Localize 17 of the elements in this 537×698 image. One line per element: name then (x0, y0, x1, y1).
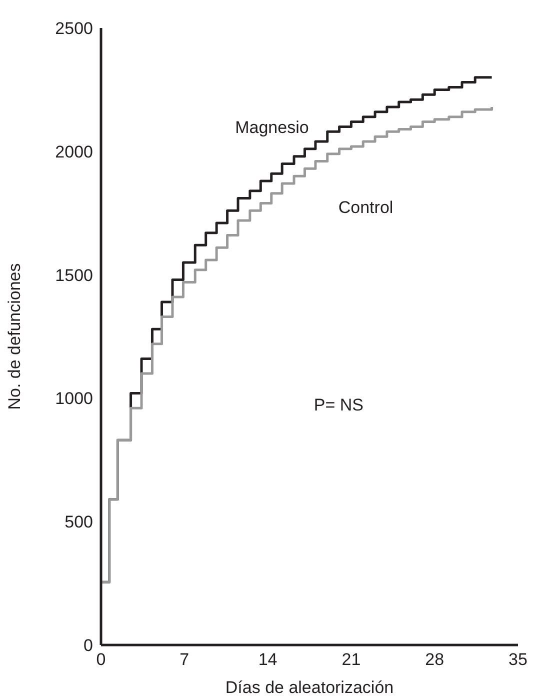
y-tick-label: 0 (84, 636, 93, 656)
x-tick-label: 35 (508, 650, 528, 670)
x-tick-label: 7 (180, 650, 190, 670)
text: Control (338, 198, 394, 218)
y-axis-title: No. de defunciones (5, 263, 24, 410)
x-axis-title: Días de aleatorización (225, 678, 394, 697)
series-label: Magnesio (235, 118, 309, 137)
y-tick-label: 2500 (55, 19, 93, 38)
y-tick-label: 500 (64, 512, 93, 532)
x-tick-label: 14 (258, 650, 278, 670)
y-tick-label: 1500 (55, 266, 93, 285)
y-tick-label: 1000 (55, 389, 93, 408)
x-tick-label: 28 (425, 650, 444, 670)
x-tick-label: 0 (96, 650, 106, 670)
y-tick-label: 2000 (55, 142, 93, 162)
x-tick-label: 21 (342, 650, 361, 670)
annotation: P= NS (314, 396, 364, 415)
